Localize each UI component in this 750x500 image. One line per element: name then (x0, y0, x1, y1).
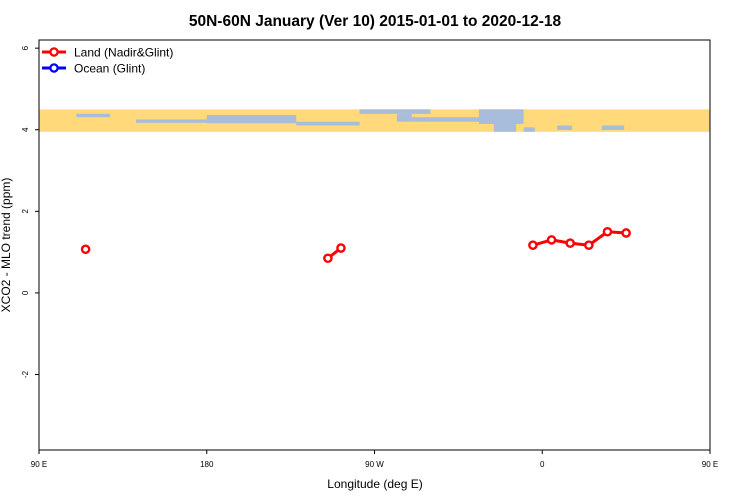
chart-title: 50N-60N January (Ver 10) 2015-01-01 to 2… (189, 13, 562, 30)
map-strip-ocean-4 (359, 109, 431, 114)
map-strip-ocean-0 (76, 113, 110, 118)
y-tick-label: 2 (21, 209, 30, 214)
legend: Land (Nadir&Glint) Ocean (Glint) (42, 46, 173, 76)
y-tick-label: -2 (21, 370, 30, 378)
series-0-point-2-3 (584, 240, 594, 251)
series-0-point-1-1 (336, 243, 346, 253)
y-axis-label: XCO2 - MLO trend (ppm) (0, 178, 13, 313)
map-strip-ocean-9 (523, 127, 535, 132)
y-tick-label: 4 (21, 127, 30, 132)
x-tick-label: 0 (540, 460, 545, 469)
legend-item-ocean: Ocean (Glint) (42, 62, 145, 76)
map-strip-ocean-11 (601, 125, 625, 130)
map-strip-ocean-6 (411, 117, 487, 122)
legend-ocean-marker (49, 63, 59, 73)
map-strip-ocean-5 (396, 113, 412, 122)
series-layer (80, 226, 631, 264)
series-0-line-2 (532, 230, 627, 247)
map-strip-ocean-1 (135, 119, 207, 123)
x-tick-label: 90 W (365, 460, 384, 469)
y-axis: -2 0 2 4 6 (21, 45, 39, 378)
map-strip-ocean-8 (493, 122, 517, 132)
legend-ocean-label: Ocean (Glint) (74, 62, 145, 76)
map-strip-ocean-7 (478, 109, 524, 124)
y-tick-label: 0 (21, 290, 30, 295)
plot-frame (38, 39, 711, 451)
map-strip-ocean-3 (296, 121, 360, 126)
x-tick-label: 90 E (31, 460, 47, 469)
map-strip-ocean-10 (557, 125, 573, 130)
map-strip (39, 109, 710, 132)
series-0-point-1-0 (323, 253, 333, 264)
series-0-point-2-0 (528, 240, 538, 251)
legend-item-land: Land (Nadir&Glint) (42, 46, 173, 60)
series-0-point-0-0 (80, 244, 91, 255)
map-strip-ocean-2 (206, 114, 297, 124)
legend-land-label: Land (Nadir&Glint) (74, 46, 173, 60)
series-0-point-2-1 (546, 235, 557, 245)
x-axis-label: Longitude (deg E) (327, 477, 422, 491)
x-tick-label: 180 (200, 460, 214, 469)
series-0-point-2-5 (621, 228, 631, 238)
y-tick-label: 6 (21, 45, 30, 50)
x-tick-label: 90 E (702, 460, 718, 469)
series-0-point-2-2 (565, 238, 576, 248)
legend-land-marker (49, 47, 59, 57)
series-0-point-2-4 (602, 226, 613, 237)
